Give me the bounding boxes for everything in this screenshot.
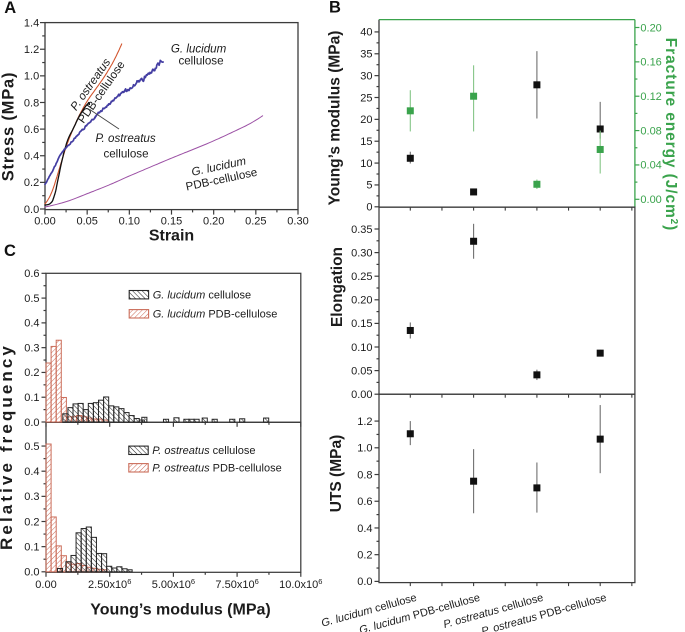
svg-text:Strain: Strain bbox=[149, 227, 194, 244]
svg-text:Fracture energy (J/cm2): Fracture energy (J/cm2) bbox=[662, 38, 679, 231]
svg-text:P. ostreatus: P. ostreatus bbox=[95, 132, 156, 145]
svg-text:0.20: 0.20 bbox=[640, 22, 661, 34]
svg-text:Elongation: Elongation bbox=[329, 247, 346, 327]
svg-text:0: 0 bbox=[366, 202, 372, 214]
svg-text:0.16: 0.16 bbox=[640, 57, 661, 69]
svg-text:0.3: 0.3 bbox=[24, 491, 39, 503]
svg-text:0.25: 0.25 bbox=[245, 215, 266, 227]
svg-text:0.1: 0.1 bbox=[24, 541, 39, 553]
svg-text:0.5: 0.5 bbox=[24, 293, 39, 305]
svg-text:0.4: 0.4 bbox=[357, 523, 372, 535]
svg-text:0.15: 0.15 bbox=[351, 318, 372, 330]
svg-text:0.2: 0.2 bbox=[24, 516, 39, 528]
svg-text:0.6: 0.6 bbox=[357, 496, 372, 508]
svg-text:0.08: 0.08 bbox=[640, 125, 661, 137]
svg-text:G. lucidum cellulose: G. lucidum cellulose bbox=[153, 289, 251, 301]
svg-text:cellulose: cellulose bbox=[178, 55, 223, 68]
svg-text:15: 15 bbox=[360, 136, 372, 148]
svg-text:0.2: 0.2 bbox=[24, 177, 39, 189]
svg-text:0.00: 0.00 bbox=[351, 389, 372, 401]
svg-text:0.2: 0.2 bbox=[357, 549, 372, 561]
svg-text:0.0: 0.0 bbox=[24, 417, 39, 429]
svg-text:Young’s modulus (MPa): Young’s modulus (MPa) bbox=[327, 31, 344, 206]
svg-text:1.2: 1.2 bbox=[24, 44, 39, 56]
svg-text:cellulose: cellulose bbox=[103, 147, 148, 160]
svg-text:0.8: 0.8 bbox=[24, 97, 39, 109]
svg-text:0.00: 0.00 bbox=[35, 579, 56, 591]
svg-text:0.25: 0.25 bbox=[351, 271, 372, 283]
svg-text:0.6: 0.6 bbox=[24, 268, 39, 280]
svg-text:0.00: 0.00 bbox=[640, 194, 661, 206]
svg-text:0.8: 0.8 bbox=[357, 469, 372, 481]
svg-text:0.35: 0.35 bbox=[351, 224, 372, 236]
svg-text:10: 10 bbox=[360, 158, 372, 170]
svg-text:40: 40 bbox=[360, 27, 372, 39]
svg-text:20: 20 bbox=[360, 114, 372, 126]
svg-text:0.30: 0.30 bbox=[351, 247, 372, 259]
svg-text:0.2: 0.2 bbox=[24, 367, 39, 379]
svg-text:7.50x106: 7.50x106 bbox=[215, 577, 258, 591]
svg-text:0.10: 0.10 bbox=[351, 342, 372, 354]
svg-text:0.04: 0.04 bbox=[640, 160, 661, 172]
svg-text:Stress (MPa): Stress (MPa) bbox=[0, 72, 18, 182]
svg-text:1.0: 1.0 bbox=[24, 71, 39, 83]
svg-text:0.05: 0.05 bbox=[76, 215, 97, 227]
svg-text:C: C bbox=[4, 242, 16, 260]
svg-text:0.0: 0.0 bbox=[24, 567, 39, 579]
svg-text:0.0: 0.0 bbox=[357, 576, 372, 588]
svg-text:0.00: 0.00 bbox=[34, 215, 55, 227]
svg-text:5: 5 bbox=[366, 180, 372, 192]
svg-text:Relative frequency: Relative frequency bbox=[0, 343, 16, 550]
svg-text:1.4: 1.4 bbox=[24, 17, 39, 29]
svg-text:0.4: 0.4 bbox=[24, 318, 39, 330]
svg-text:0.1: 0.1 bbox=[24, 392, 39, 404]
svg-text:5.00x106: 5.00x106 bbox=[152, 577, 195, 591]
svg-text:0.3: 0.3 bbox=[24, 342, 39, 354]
svg-text:B: B bbox=[329, 0, 341, 16]
svg-text:0.20: 0.20 bbox=[351, 295, 372, 307]
svg-text:30: 30 bbox=[360, 70, 372, 82]
svg-text:P. ostreatus PDB-cellulose: P. ostreatus PDB-cellulose bbox=[152, 462, 281, 474]
svg-text:G. lucidum: G. lucidum bbox=[171, 43, 227, 56]
svg-text:0.10: 0.10 bbox=[119, 215, 140, 227]
svg-text:0.4: 0.4 bbox=[24, 466, 39, 478]
svg-text:A: A bbox=[4, 0, 16, 17]
svg-text:25: 25 bbox=[360, 92, 372, 104]
svg-text:1.0: 1.0 bbox=[357, 443, 372, 455]
svg-text:1.2: 1.2 bbox=[357, 416, 372, 428]
svg-text:P. ostreatus cellulose: P. ostreatus cellulose bbox=[152, 445, 255, 457]
svg-text:0.12: 0.12 bbox=[640, 91, 661, 103]
svg-text:0.05: 0.05 bbox=[351, 365, 372, 377]
svg-text:G. lucidum PDB-cellulose: G. lucidum PDB-cellulose bbox=[153, 308, 278, 320]
svg-text:Young’s modulus (MPa): Young’s modulus (MPa) bbox=[90, 602, 270, 619]
svg-text:0.4: 0.4 bbox=[24, 151, 39, 163]
svg-text:0.0: 0.0 bbox=[24, 204, 39, 216]
svg-text:0.6: 0.6 bbox=[24, 124, 39, 136]
svg-text:10.0x106: 10.0x106 bbox=[279, 577, 322, 591]
svg-text:0.15: 0.15 bbox=[161, 215, 182, 227]
svg-text:UTS (MPa): UTS (MPa) bbox=[328, 435, 345, 513]
svg-text:2.50x106: 2.50x106 bbox=[88, 577, 131, 591]
svg-text:0.20: 0.20 bbox=[203, 215, 224, 227]
svg-text:35: 35 bbox=[360, 49, 372, 61]
svg-text:0.5: 0.5 bbox=[24, 441, 39, 453]
svg-text:0.30: 0.30 bbox=[287, 215, 308, 227]
